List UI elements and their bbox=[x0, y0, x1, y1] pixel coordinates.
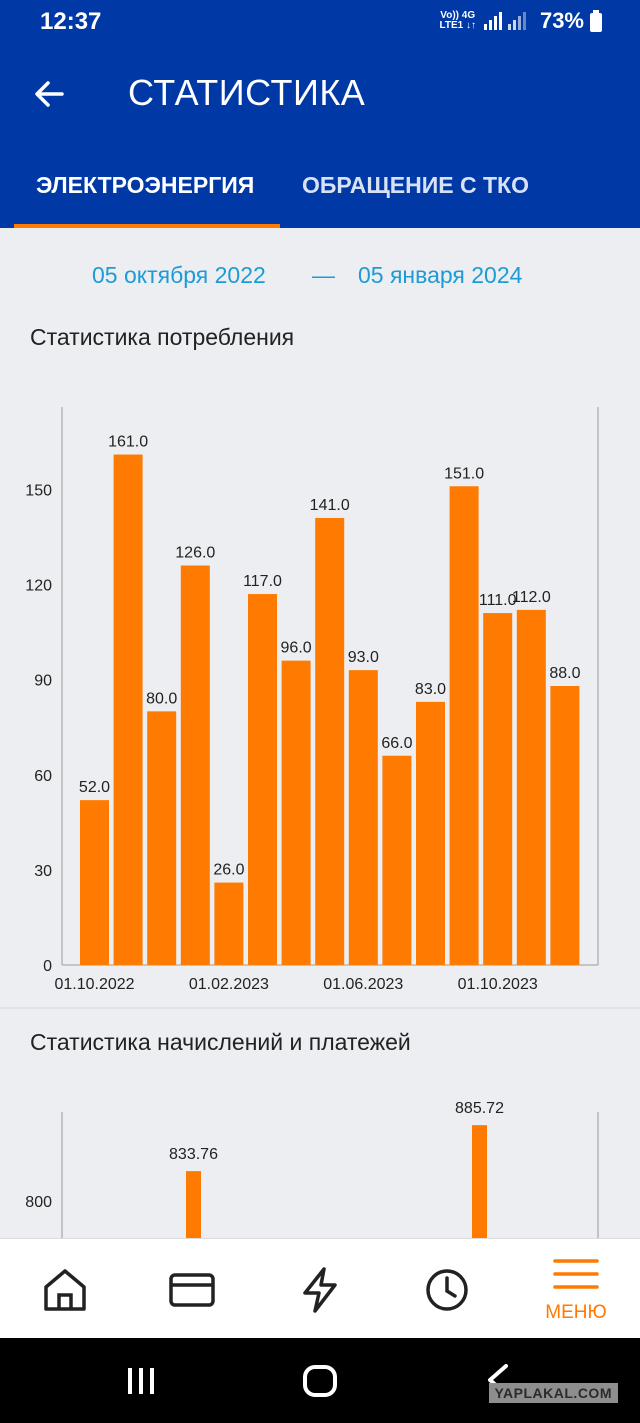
bar-value-label: 93.0 bbox=[348, 649, 379, 666]
bar-value-label: 111.0 bbox=[479, 592, 517, 609]
consumption-chart-svg: 0 30 60 90 120 150 52.0 161.0 80.0 126.0 26.0 117.0… bbox=[25, 407, 599, 993]
bar-value-label: 112.0 bbox=[512, 589, 551, 606]
tab-waste-management[interactable]: ОБРАЩЕНИЕ С ТКО bbox=[302, 172, 529, 198]
home-system-icon[interactable] bbox=[302, 1364, 338, 1398]
menu-button[interactable]: МЕНЮ bbox=[540, 1257, 612, 1327]
battery-icon bbox=[590, 10, 602, 32]
status-indicators: Vo)) 4G LTE1 ↓↑ 73% bbox=[439, 8, 602, 34]
bar bbox=[449, 486, 479, 965]
section-divider bbox=[0, 1007, 640, 1009]
bar-value-label: 151.0 bbox=[444, 465, 484, 482]
date-separator: — bbox=[312, 262, 335, 288]
bar bbox=[416, 701, 445, 965]
bar bbox=[214, 882, 244, 965]
bar bbox=[186, 1171, 201, 1240]
network-indicator: Vo)) 4G LTE1 ↓↑ bbox=[439, 11, 475, 31]
y-tick-label: 90 bbox=[34, 673, 52, 690]
y-tick-label: 60 bbox=[34, 768, 52, 785]
status-time: 12:37 bbox=[40, 8, 102, 35]
status-bar: 12:37 Vo)) 4G LTE1 ↓↑ 73% bbox=[0, 0, 640, 44]
bar bbox=[80, 800, 109, 965]
home-icon[interactable] bbox=[40, 1265, 90, 1315]
bottom-navigation: МЕНЮ bbox=[0, 1238, 640, 1339]
bar-value-label: 80.0 bbox=[146, 690, 177, 707]
bar bbox=[516, 609, 546, 965]
signal-icon bbox=[483, 12, 526, 30]
consumption-section-title: Статистика потребления bbox=[30, 324, 295, 350]
bar bbox=[550, 686, 580, 965]
menu-icon bbox=[553, 1259, 599, 1289]
bar bbox=[382, 755, 412, 965]
menu-label: МЕНЮ bbox=[545, 1302, 607, 1323]
y-tick-label: 0 bbox=[43, 958, 52, 975]
bar bbox=[113, 454, 143, 965]
watermark: YAPLAKAL.COM bbox=[488, 1383, 618, 1403]
lightning-icon[interactable] bbox=[295, 1265, 345, 1315]
bar bbox=[281, 660, 311, 965]
battery-percent: 73% bbox=[539, 8, 584, 33]
bar-value-label: 66.0 bbox=[381, 735, 412, 752]
clock-icon[interactable] bbox=[422, 1265, 472, 1315]
date-start[interactable]: 05 октября 2022 bbox=[92, 262, 266, 288]
y-tick-label: 30 bbox=[34, 863, 52, 880]
bar bbox=[348, 670, 378, 965]
y-tick-label: 120 bbox=[25, 578, 52, 595]
tab-electricity[interactable]: ЭЛЕКТРОЭНЕРГИЯ bbox=[36, 172, 255, 198]
payments-section-title: Статистика начислений и платежей bbox=[30, 1029, 411, 1055]
bar-value-label: 885.72 bbox=[455, 1100, 504, 1117]
bar bbox=[180, 565, 210, 965]
bar-value-label: 96.0 bbox=[281, 640, 312, 657]
active-tab-indicator bbox=[14, 224, 280, 228]
bar-value-label: 161.0 bbox=[108, 434, 148, 451]
bar-value-label: 833.76 bbox=[169, 1146, 218, 1163]
bar-value-label: 26.0 bbox=[213, 862, 244, 879]
bar-value-label: 88.0 bbox=[549, 665, 580, 682]
x-tick-label: 01.10.2022 bbox=[54, 976, 134, 993]
x-tick-label: 01.02.2023 bbox=[189, 976, 269, 993]
bar-value-label: 126.0 bbox=[175, 545, 215, 562]
bar-value-label: 117.0 bbox=[243, 573, 282, 590]
consumption-chart: 0 30 60 90 120 150 52.0 161.0 80.0 126.0 26.0 117.0… bbox=[0, 395, 640, 995]
app-bar: СТАТИСТИКА ЭЛЕКТРОЭНЕРГИЯ ОБРАЩЕНИЕ С ТК… bbox=[0, 44, 640, 228]
bar-value-label: 52.0 bbox=[79, 779, 110, 796]
page-title: СТАТИСТИКА bbox=[128, 72, 366, 113]
system-navigation-bar: YAPLAKAL.COM bbox=[0, 1338, 640, 1423]
bar bbox=[248, 594, 277, 965]
back-arrow-icon[interactable] bbox=[30, 74, 70, 114]
x-tick-label: 01.06.2023 bbox=[323, 976, 403, 993]
card-icon[interactable] bbox=[167, 1265, 217, 1315]
payments-chart-svg: 800 833.76 885.72 bbox=[25, 1100, 599, 1240]
date-end[interactable]: 05 января 2024 bbox=[358, 262, 523, 288]
x-tick-label: 01.10.2023 bbox=[458, 976, 538, 993]
network-label-top: Vo)) 4G bbox=[440, 10, 476, 21]
network-label-bottom: LTE1 ↓↑ bbox=[439, 20, 476, 31]
bar-value-label: 83.0 bbox=[415, 681, 446, 698]
y-tick-label: 150 bbox=[25, 482, 52, 499]
y-tick-label: 800 bbox=[25, 1194, 52, 1211]
recent-apps-icon[interactable] bbox=[124, 1366, 158, 1396]
bar-value-label: 141.0 bbox=[310, 497, 350, 514]
bar bbox=[472, 1125, 487, 1240]
bar bbox=[483, 613, 513, 965]
payments-chart: 800 833.76 885.72 bbox=[0, 1100, 640, 1240]
bar bbox=[315, 517, 345, 965]
bar bbox=[147, 711, 177, 965]
